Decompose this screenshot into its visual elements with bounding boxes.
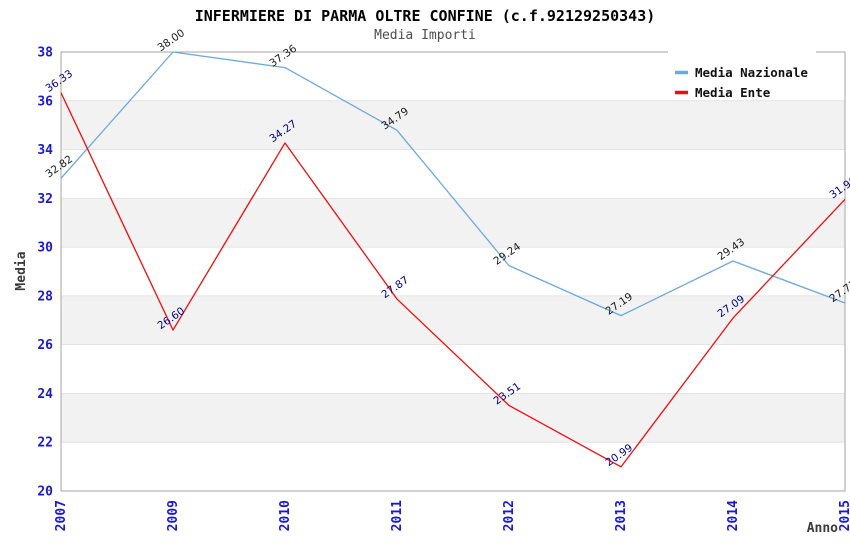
x-axis-title: Anno: [807, 521, 838, 536]
plot-bands: [61, 100, 845, 443]
plot-border: [60, 51, 846, 492]
x-tick-label: 2009: [166, 500, 181, 531]
series-line-media-ente: [60, 92, 846, 468]
y-tick-label: 28: [37, 289, 53, 304]
plot-band: [61, 393, 845, 443]
plot-band: [61, 100, 845, 150]
y-tick-label: 26: [37, 338, 53, 353]
series-lines: [60, 51, 846, 468]
gridlines: [61, 100, 845, 443]
plot-band: [61, 198, 845, 248]
point-label: 38.00: [156, 27, 188, 54]
point-label: 27.71: [828, 278, 850, 305]
legend-box: [668, 46, 816, 100]
y-tick-label: 30: [37, 241, 53, 256]
legend: Media Nazionale Media Ente: [668, 46, 816, 100]
y-tick-label: 24: [37, 387, 53, 402]
legend-label-ente: Media Ente: [695, 85, 771, 100]
y-tick-label: 36: [37, 94, 53, 109]
x-tick-label: 2007: [54, 500, 69, 531]
chart-title: INFERMIERE DI PARMA OLTRE CONFINE (c.f.9…: [195, 7, 656, 25]
legend-label-nazionale: Media Nazionale: [695, 65, 808, 80]
x-tick-label: 2010: [278, 500, 293, 531]
point-label: 31.96: [828, 174, 850, 201]
x-tick-label: 2011: [390, 500, 405, 531]
point-label: 37.36: [268, 42, 300, 69]
point-label: 36.33: [44, 68, 76, 95]
y-tick-label: 20: [37, 485, 53, 500]
x-tick-label: 2014: [726, 500, 741, 531]
y-tick-label: 32: [37, 192, 53, 207]
y-tick-label: 38: [37, 46, 53, 61]
chart-subtitle: Media Importi: [374, 28, 476, 43]
y-tick-label: 22: [37, 436, 53, 451]
x-tick-label: 2015: [838, 500, 850, 531]
y-tick-label: 34: [37, 143, 53, 158]
y-axis-ticks: 20 22 24 26 28 30 32 34 36 38: [37, 46, 53, 500]
series-line-media-nazionale: [60, 51, 846, 317]
plot-band: [61, 295, 845, 345]
x-tick-label: 2013: [614, 500, 629, 531]
y-axis-title: Media: [14, 251, 29, 290]
x-axis-ticks: 2007 2009 2010 2011 2012 2013 2014 2015: [54, 500, 850, 531]
x-tick-label: 2012: [502, 500, 517, 531]
